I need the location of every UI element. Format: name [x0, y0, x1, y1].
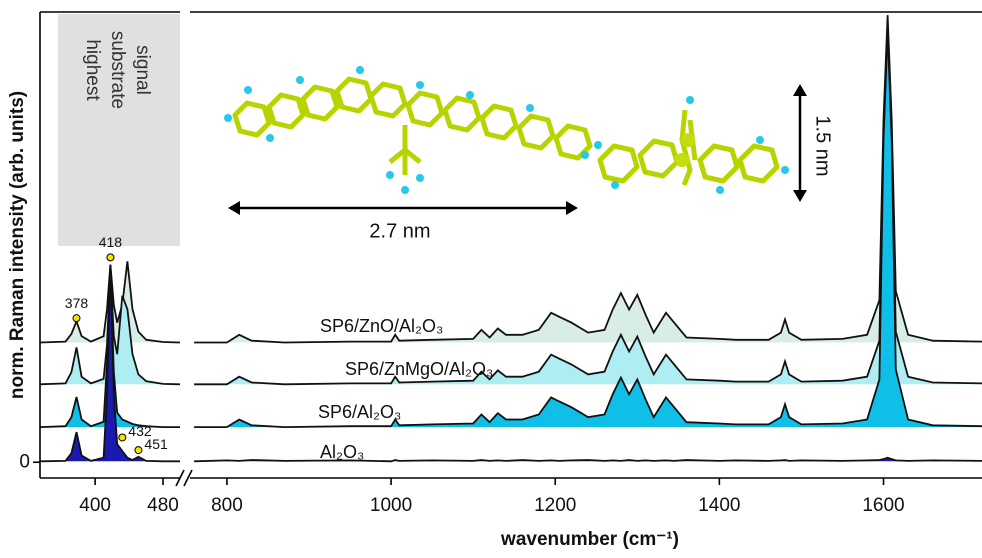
area [194, 15, 982, 342]
series-label: Al₂O₃ [320, 442, 364, 462]
x-tick-label: 1400 [698, 495, 740, 516]
peak-marker [119, 434, 126, 441]
panel [194, 15, 982, 461]
peak-marker [135, 447, 142, 454]
molecule-horizontal [224, 66, 590, 194]
peak-label: 418 [99, 234, 123, 250]
series-label: SP6/Al₂O₃ [318, 402, 401, 422]
y-axis-label: norm. Raman intensity (arb. units) [7, 91, 28, 399]
annotation: 1.5 nm [812, 115, 834, 176]
x-tick-label: 1000 [370, 495, 412, 516]
spectrum-line [194, 458, 982, 462]
annotation: 2.7 nm [369, 220, 430, 242]
x-tick-label: 800 [211, 495, 243, 516]
x-tick-label: 1200 [534, 495, 576, 516]
spectrum-line [194, 15, 982, 342]
peak-marker [107, 254, 114, 261]
annotation: signal [132, 45, 153, 95]
panel [40, 261, 180, 461]
chart: 2.7 nm 1.5 nm norm. Raman intensity (arb… [0, 0, 982, 558]
x-tick-label: 1600 [862, 495, 904, 516]
peak-marker [73, 315, 80, 322]
plot-area [40, 15, 982, 461]
molecule-vertical [594, 96, 789, 194]
x-tick-label: 480 [147, 495, 179, 516]
x-tick-label: 400 [79, 495, 111, 516]
peak-label: 378 [65, 295, 89, 311]
y-tick-label: 0 [19, 451, 30, 472]
series-label: SP6/ZnO/Al₂O₃ [320, 316, 443, 336]
peak-label: 451 [144, 436, 168, 452]
annotation: highest [82, 39, 103, 101]
series-label: SP6/ZnMgO/Al₂O₃ [345, 359, 493, 379]
x-axis-label: wavenumber (cm⁻¹) [500, 529, 679, 550]
annotation: substrate [107, 31, 128, 109]
